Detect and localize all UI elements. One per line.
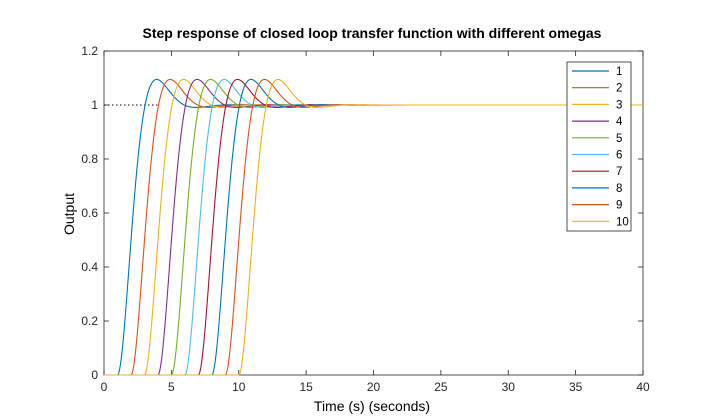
x-tick-label: 35 (569, 380, 583, 394)
legend-label: 7 (616, 166, 622, 178)
x-tick-label: 10 (232, 380, 246, 394)
y-tick-label: 0.6 (81, 206, 98, 220)
y-tick-label: 1.2 (81, 44, 98, 58)
legend-label: 3 (616, 99, 622, 111)
plot-area: 0 5 10 15 20 25 30 35 40 0 0.2 0.4 0.6 0.8 1 1.2 1 2 3 4 5 6 7… (81, 44, 650, 394)
legend-label: 2 (616, 83, 622, 95)
legend-label: 10 (616, 216, 629, 228)
y-tick-label: 0.8 (81, 152, 98, 166)
x-tick-label: 5 (168, 380, 175, 394)
legend-box (566, 61, 632, 232)
x-tick-label: 30 (502, 380, 516, 394)
legend-label: 5 (616, 133, 622, 145)
chart-title: Step response of closed loop transfer fu… (143, 25, 602, 41)
series-line-10 (104, 78, 643, 376)
x-tick-label: 20 (367, 380, 381, 394)
x-tick-label: 40 (636, 380, 650, 394)
legend-label: 1 (616, 66, 622, 78)
legend-label: 6 (616, 150, 622, 162)
axes-box (103, 50, 644, 376)
x-tick-label: 25 (434, 380, 448, 394)
legend-label: 9 (616, 200, 622, 212)
x-tick-label: 15 (299, 380, 313, 394)
y-tick-label: 0 (91, 368, 98, 382)
x-tick-label: 0 (101, 380, 108, 394)
y-tick-label: 1 (91, 98, 98, 112)
legend-label: 8 (616, 183, 622, 195)
y-tick-label: 0.4 (81, 260, 98, 274)
legend-label: 4 (616, 116, 623, 128)
y-tick-label: 0.2 (81, 314, 98, 328)
x-axis-title: Time (s) (seconds) (314, 398, 430, 414)
y-axis-title: Output (61, 193, 77, 235)
